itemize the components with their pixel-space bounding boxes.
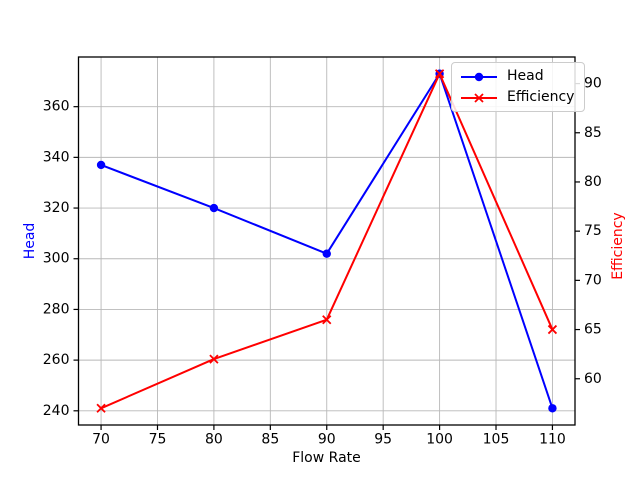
- y-axis-label-right: Efficiency: [610, 212, 626, 280]
- y-tick-label-right: 85: [584, 125, 602, 141]
- x-tick-label: 100: [426, 432, 453, 448]
- x-tick-label: 110: [539, 432, 566, 448]
- efficiency-data-point-marker: [96, 403, 106, 413]
- legend-label-head: Head: [507, 68, 544, 84]
- efficiency-line-sample-icon: [461, 92, 497, 103]
- y-tick-label-left: 360: [43, 99, 70, 115]
- y-tick-label-left: 260: [43, 352, 70, 368]
- x-tick-label: 70: [92, 432, 110, 448]
- y-tick-label-right: 60: [584, 371, 602, 387]
- head-line-sample-icon: [461, 72, 497, 81]
- y-tick-label-right: 90: [584, 76, 602, 92]
- legend: Head Efficiency: [451, 62, 586, 112]
- legend-item-efficiency: Efficiency: [459, 87, 574, 108]
- y-tick-label-left: 320: [43, 200, 70, 216]
- efficiency-data-point-marker: [322, 315, 332, 325]
- y-axis-label-left: Head: [22, 222, 38, 260]
- x-tick-label: 75: [149, 432, 167, 448]
- head-data-point-marker: [322, 249, 331, 258]
- efficiency-data-point-marker: [209, 354, 219, 364]
- x-tick-label: 105: [483, 432, 510, 448]
- x-tick-label: 90: [318, 432, 336, 448]
- y-tick-label-right: 75: [584, 223, 602, 239]
- head-data-point-marker: [96, 160, 106, 170]
- x-axis-label: Flow Rate: [292, 450, 361, 466]
- y-tick-label-right: 80: [584, 174, 602, 190]
- head-data-point-marker: [209, 203, 219, 213]
- legend-item-head: Head: [459, 66, 574, 87]
- x-tick-label: 95: [374, 432, 392, 448]
- x-tick-label: 85: [261, 432, 279, 448]
- legend-label-efficiency: Efficiency: [507, 89, 575, 105]
- y-tick-label-left: 340: [43, 149, 70, 165]
- efficiency-data-point-marker: [434, 69, 445, 79]
- efficiency-data-point-marker: [547, 324, 558, 335]
- y-tick-label-left: 240: [43, 403, 70, 419]
- y-tick-label-left: 280: [43, 301, 70, 317]
- y-tick-label-right: 70: [584, 272, 602, 288]
- head-data-point-marker: [548, 404, 557, 413]
- y-tick-label-left: 300: [43, 251, 70, 267]
- y-tick-label-right: 65: [584, 322, 602, 338]
- x-tick-label: 80: [205, 432, 223, 448]
